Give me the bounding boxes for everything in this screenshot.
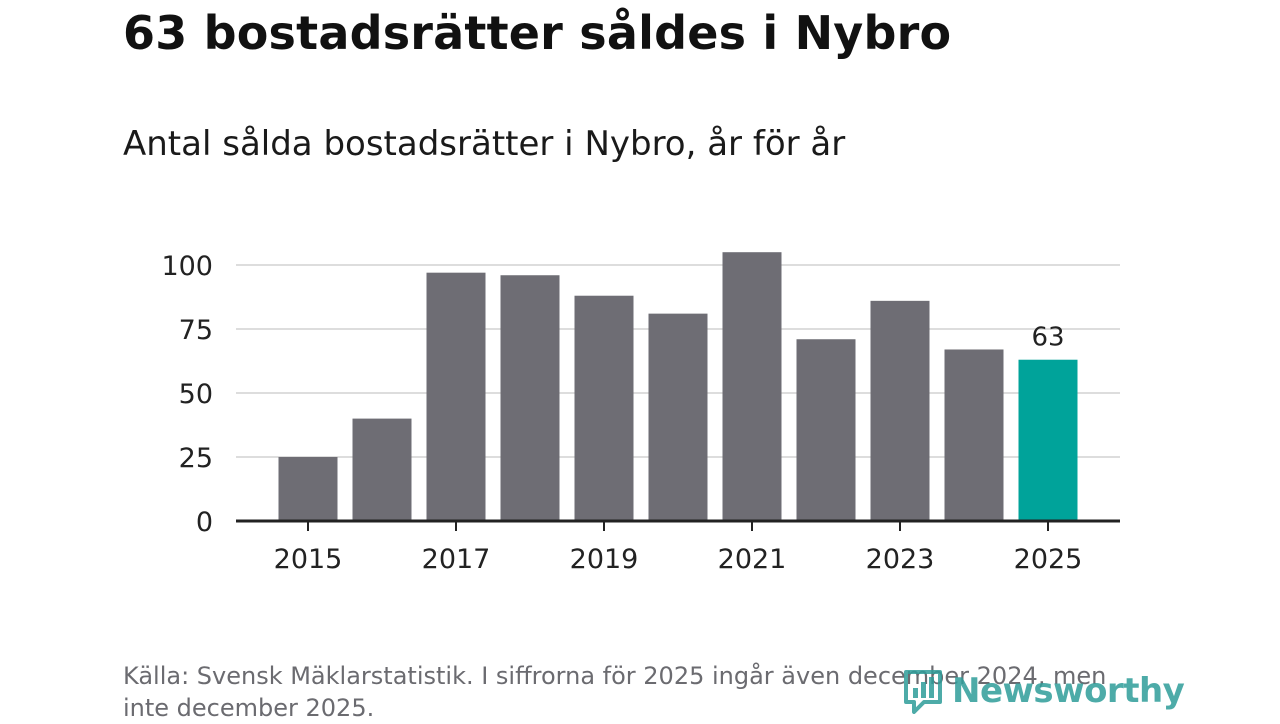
newsworthy-logo-icon bbox=[904, 670, 942, 714]
bar-2015 bbox=[278, 457, 338, 521]
bar-2020 bbox=[648, 313, 708, 521]
bar-2016 bbox=[352, 418, 412, 521]
bar-2022 bbox=[796, 339, 856, 521]
bar-chart: 0 25 50 75 100 63 2015 2017 2019 2021 2023 2025 bbox=[161, 251, 1120, 575]
y-tick-label: 75 bbox=[179, 315, 213, 346]
bar-2023 bbox=[870, 300, 930, 521]
y-tick-label: 50 bbox=[179, 379, 213, 410]
data-label: 63 bbox=[1031, 323, 1064, 353]
bar-2018 bbox=[500, 275, 560, 521]
bar-2025 bbox=[1018, 359, 1078, 521]
y-tick-label: 0 bbox=[196, 507, 213, 538]
bar-2019 bbox=[574, 295, 634, 521]
y-tick-label: 100 bbox=[161, 251, 213, 282]
chart-subtitle: Antal sålda bostadsrätter i Nybro, år fö… bbox=[123, 124, 846, 164]
chart-title: 63 bostadsrätter såldes i Nybro bbox=[123, 6, 952, 60]
newsworthy-logo-text: Newsworthy bbox=[952, 671, 1185, 711]
x-tick-label: 2025 bbox=[1014, 544, 1083, 575]
x-tick-label: 2017 bbox=[422, 544, 491, 575]
bar-2017 bbox=[426, 272, 486, 521]
newsworthy-logo: Newsworthy bbox=[902, 668, 1185, 714]
x-tick-label: 2021 bbox=[718, 544, 787, 575]
y-tick-label: 25 bbox=[179, 443, 213, 474]
bar-2024 bbox=[944, 349, 1004, 521]
x-tick-label: 2023 bbox=[866, 544, 935, 575]
x-tick-label: 2015 bbox=[274, 544, 343, 575]
bar-2021 bbox=[722, 252, 782, 521]
source-note: Källa: Svensk Mäklarstatistik. I siffror… bbox=[123, 662, 1107, 722]
x-tick-label: 2019 bbox=[570, 544, 639, 575]
